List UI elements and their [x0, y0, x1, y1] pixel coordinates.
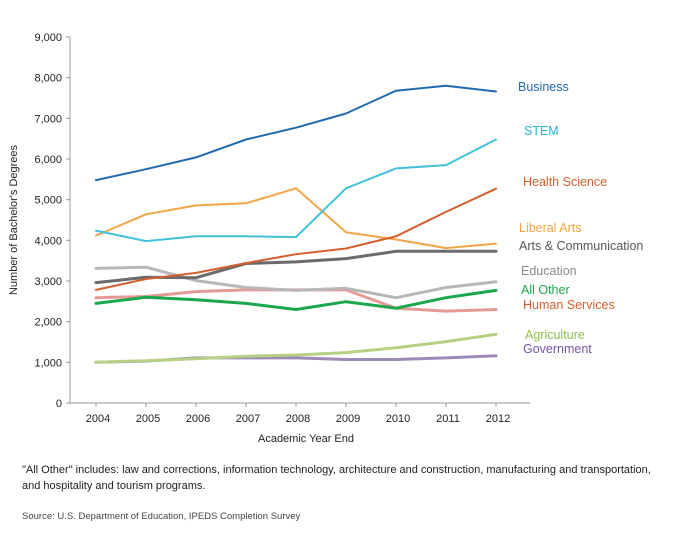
- x-tick-label: 2012: [486, 413, 510, 425]
- x-tick-label: 2007: [236, 413, 260, 425]
- x-axis-title: Academic Year End: [258, 433, 354, 445]
- y-tick-label: 6,000: [34, 154, 62, 166]
- legend-label-health-science: Health Science: [523, 175, 607, 189]
- legend-label-business: Business: [518, 80, 569, 94]
- x-tick-label: 2004: [86, 413, 110, 425]
- y-tick-label: 0: [56, 398, 62, 410]
- x-tick-label: 2009: [336, 413, 360, 425]
- series-line-business: [95, 84, 497, 182]
- x-tick-label: 2010: [386, 413, 410, 425]
- legend-label-human-services: Human Services: [523, 298, 615, 312]
- legend-label-agriculture: Agriculture: [525, 328, 585, 342]
- y-tick-label: 8,000: [34, 73, 62, 85]
- y-tick-label: 2,000: [34, 317, 62, 329]
- y-tick-label: 1,000: [34, 357, 62, 369]
- y-tick-label: 7,000: [34, 113, 62, 125]
- series-line-stem: [95, 138, 497, 243]
- series-line-liberal-arts: [95, 187, 497, 250]
- chart-svg: 0 1,000 2,000 3,000 4,000 5,000 6,000 7,000 8,00…: [8, 32, 643, 445]
- series-line-education: [94, 265, 498, 300]
- series-line-agriculture: [94, 332, 498, 364]
- source-note: Source: U.S. Department of Education, IP…: [22, 511, 301, 522]
- legend-label-stem: STEM: [524, 124, 559, 138]
- legend-label-arts-communication: Arts & Communication: [519, 239, 643, 253]
- series-line-health-science: [95, 187, 497, 291]
- y-tick-label: 9,000: [34, 32, 62, 44]
- legend-label-liberal-arts: Liberal Arts: [519, 221, 582, 235]
- x-tick-label: 2005: [136, 413, 160, 425]
- legend-label-education: Education: [521, 264, 577, 278]
- series-line-all-other: [94, 288, 498, 311]
- y-tick-label: 3,000: [34, 276, 62, 288]
- x-tick-label: 2006: [186, 413, 210, 425]
- y-axis-title: Number of Bachelor's Degrees: [8, 144, 20, 295]
- line-chart: 0 1,000 2,000 3,000 4,000 5,000 6,000 7,000 8,00…: [8, 32, 643, 445]
- legend-label-all-other: All Other: [521, 283, 570, 297]
- x-tick-label: 2011: [436, 413, 460, 425]
- series-lines: [94, 84, 498, 364]
- y-tick-label: 4,000: [34, 235, 62, 247]
- legend-label-government: Government: [523, 342, 592, 356]
- axes: 0 1,000 2,000 3,000 4,000 5,000 6,000 7,000 8,00…: [8, 32, 530, 445]
- footnote: "All Other" includes: law and correction…: [22, 464, 651, 492]
- legend: Business STEM Health Science Liberal Arts Ar…: [518, 80, 643, 356]
- y-tick-label: 5,000: [34, 195, 62, 207]
- x-tick-label: 2008: [286, 413, 310, 425]
